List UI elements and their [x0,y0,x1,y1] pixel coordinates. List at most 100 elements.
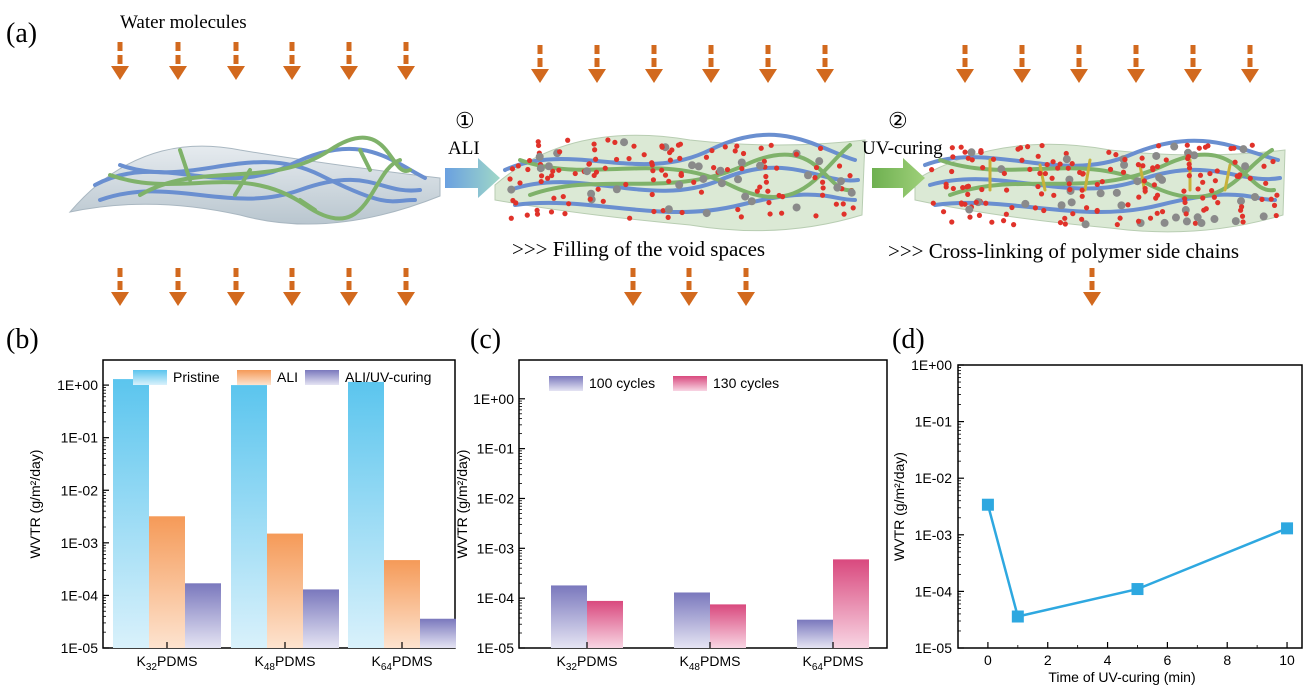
molecule [650,177,657,183]
molecule [667,157,673,163]
molecule [929,167,935,173]
molecule [1271,202,1278,208]
molecule [1017,145,1024,151]
molecule [989,219,995,225]
molecule [1150,167,1156,173]
molecule [804,171,813,180]
molecule [1062,221,1068,227]
water-arrow-down [169,42,187,80]
molecule [763,179,769,185]
molecule [761,158,767,164]
x-tick-label: 0 [984,652,992,668]
y-tick-label: 1E-01 [915,414,953,430]
x-tick-label: K48PDMS [680,653,741,673]
molecule [1232,159,1238,165]
molecule [1200,195,1206,201]
molecule [623,181,629,188]
water-arrow-down [111,268,129,306]
y-tick-label: 1E+00 [57,377,98,393]
molecule [1079,187,1085,193]
water-arrow-down [397,268,415,306]
molecule [1069,161,1075,167]
molecule [560,193,566,200]
y-tick-label: 1E-03 [915,527,953,543]
molecule [940,209,947,215]
molecule [850,205,856,211]
molecule [1133,177,1142,186]
molecule [1259,196,1265,202]
molecule [950,154,956,160]
molecule [1099,179,1105,185]
molecule [711,165,717,171]
molecule [1035,153,1041,159]
water-arrow-down [737,268,755,306]
molecule [820,185,826,191]
step-1-number: ① [455,108,475,133]
molecule [980,165,986,171]
molecule [536,164,545,173]
molecule [703,154,710,160]
molecules-ali [507,137,856,221]
bar-ali-uv-curing [303,589,339,648]
molecule [534,211,541,217]
molecule [732,148,738,154]
data-point [1281,522,1294,535]
molecule [651,208,657,215]
molecule [1032,205,1038,211]
molecule [1025,144,1031,150]
bar-130-cycles [833,559,869,648]
molecule [737,158,746,167]
water-arrow-down [645,45,663,83]
water-arrows-top [111,42,1259,83]
x-tick-label: K32PDMS [557,653,618,673]
molecule [1215,200,1221,206]
schematic-panel: (a) Water molecules [6,12,1286,306]
molecule [1067,186,1073,193]
molecule [513,200,519,206]
molecule [592,156,599,162]
molecule [662,172,669,178]
molecule [1106,149,1112,155]
water-arrow-down [702,45,720,83]
molecule [649,162,655,168]
y-tick-label: 1E-02 [477,490,515,506]
bar-ali [267,533,303,648]
step-1-label: ALI [448,138,480,159]
molecule [1182,217,1191,226]
molecule [965,183,972,189]
molecule [1057,219,1064,226]
molecule [815,157,824,166]
y-tick-label: 1E-05 [477,640,515,656]
chart-d: 1E+00 1E-01 1E-02 1E-03 1E-04 1E-05 WVTR (g/m²… [891,357,1303,685]
molecule [556,167,562,173]
y-axis-label: WVTR (g/m²/day) [27,450,43,559]
y-tick-label: 1E-04 [61,587,99,603]
water-arrow-down [283,268,301,306]
molecule [1249,142,1255,148]
molecule [1001,170,1007,177]
y-tick-label: 1E-02 [915,470,953,486]
water-arrow-down [1184,45,1202,83]
bar-ali [384,560,420,648]
molecule [1274,192,1280,198]
molecule [549,172,555,179]
plot-frame [957,364,1303,649]
molecule [572,170,578,177]
molecule [1240,219,1246,225]
molecule [766,199,772,206]
molecule [930,200,936,206]
x-tick-label: K64PDMS [803,653,864,673]
molecule [1140,163,1146,169]
molecule [739,165,745,172]
molecule [1136,194,1142,200]
molecule [1027,166,1033,172]
molecule [1237,172,1243,178]
molecule [1247,175,1253,181]
molecule [535,152,544,161]
molecule [1083,205,1090,211]
bar-130-cycles [710,604,746,648]
molecule [591,141,597,147]
molecule [754,188,760,194]
molecule [1117,201,1126,210]
